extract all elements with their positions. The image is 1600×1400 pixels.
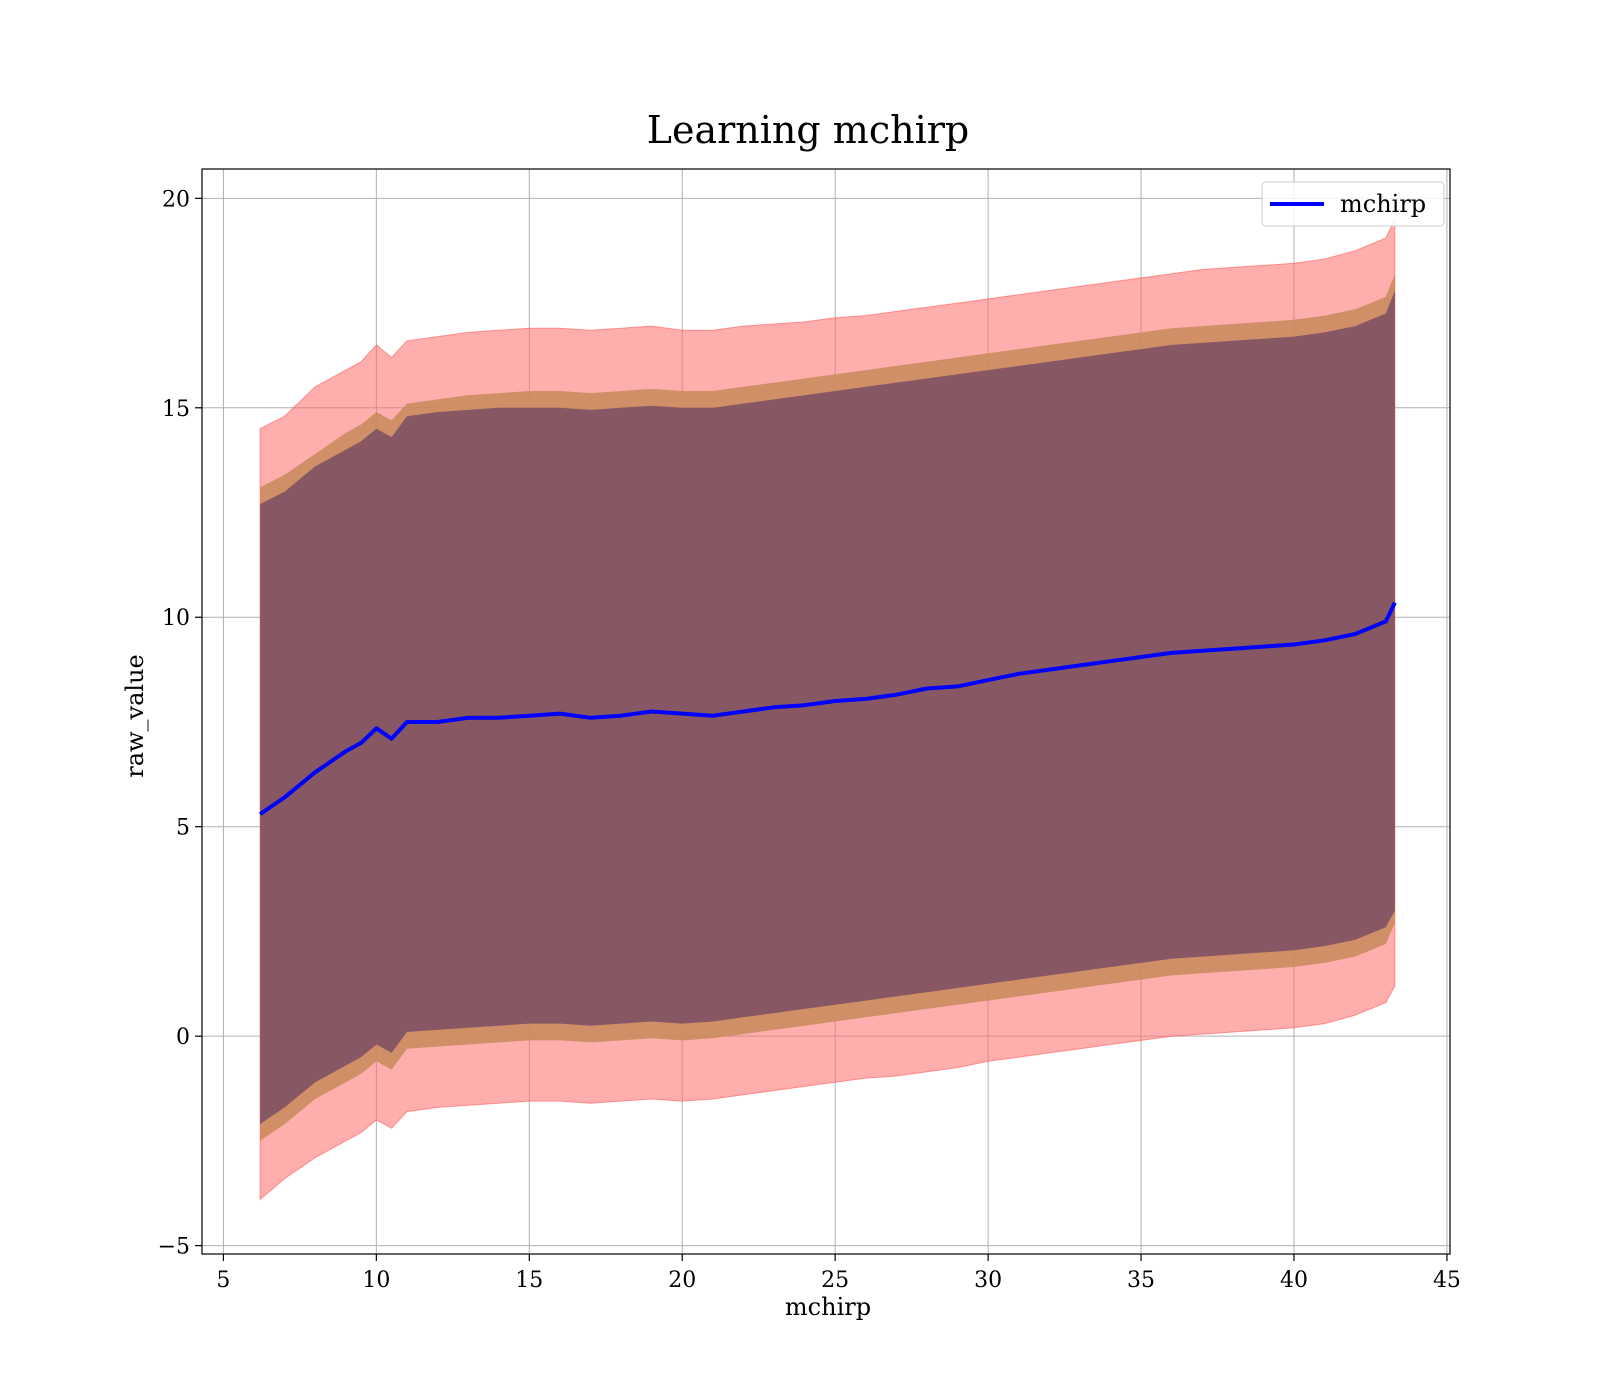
y-tick-label: 20 bbox=[162, 187, 190, 212]
y-axis-label: raw_value bbox=[121, 654, 149, 778]
x-tick-label: 10 bbox=[362, 1268, 390, 1293]
x-tick-label: 35 bbox=[1127, 1268, 1155, 1293]
x-tick-label: 40 bbox=[1280, 1268, 1308, 1293]
legend-label-mchirp: mchirp bbox=[1340, 190, 1426, 218]
x-axis-label: mchirp bbox=[785, 1293, 871, 1321]
plot-area: 5 10 15 20 25 30 35 40 45 −5 0 5 10 15 20 bbox=[158, 168, 1461, 1293]
x-tick-label: 20 bbox=[668, 1268, 696, 1293]
y-tick-label: −5 bbox=[158, 1235, 190, 1260]
plot-frame bbox=[201, 168, 1451, 1255]
y-tick-label: 10 bbox=[162, 606, 190, 631]
x-tick-label: 5 bbox=[216, 1268, 230, 1293]
x-tick-label: 30 bbox=[974, 1268, 1002, 1293]
chart-title: Learning mchirp bbox=[647, 108, 969, 152]
series-line-mchirp bbox=[258, 601, 1397, 816]
inner-confidence-band bbox=[260, 290, 1395, 1125]
y-tick-label: 0 bbox=[176, 1025, 190, 1050]
x-tick-label: 15 bbox=[515, 1268, 543, 1293]
x-tick-label: 45 bbox=[1433, 1268, 1461, 1293]
x-tick-label: 25 bbox=[821, 1268, 849, 1293]
y-tick-label: 15 bbox=[162, 397, 190, 422]
legend-box bbox=[1261, 181, 1445, 227]
legend: mchirp bbox=[1261, 181, 1445, 227]
y-tick-label: 5 bbox=[176, 816, 190, 841]
